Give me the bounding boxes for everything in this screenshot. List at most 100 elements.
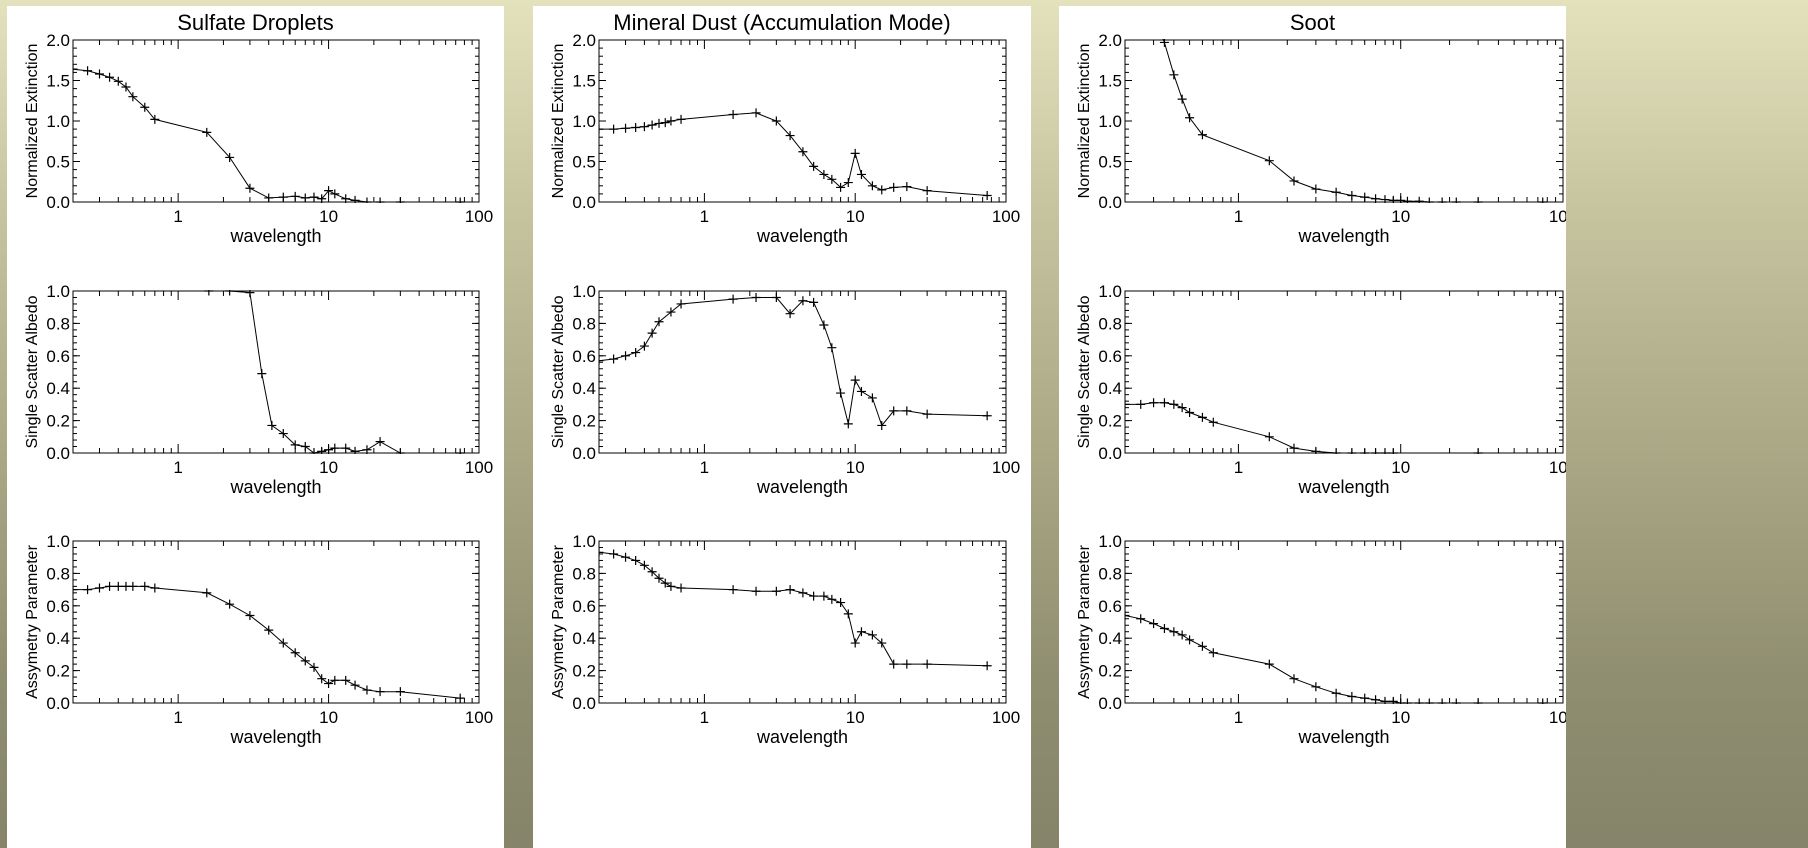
data-point	[1347, 191, 1357, 201]
data-point	[1360, 192, 1370, 202]
x-tick-label: 1	[1234, 708, 1243, 727]
data-point	[1473, 448, 1483, 454]
y-axis-label: Single Scatter Albedo	[1076, 295, 1093, 448]
plot-frame	[1124, 540, 1564, 704]
data-point	[245, 183, 255, 193]
data-point	[819, 591, 829, 601]
data-point	[330, 189, 340, 199]
y-axis-label: Single Scatter Albedo	[550, 295, 567, 448]
x-axis-label: wavelength	[756, 477, 848, 497]
y-axis-label: Single Scatter Albedo	[24, 295, 41, 448]
data-point	[1177, 630, 1187, 640]
panel-title: Sulfate Droplets	[177, 10, 334, 35]
data-point	[290, 440, 300, 450]
data-point	[1136, 399, 1146, 409]
data-point	[1371, 448, 1381, 454]
y-tick-label: 2.0	[1098, 31, 1122, 50]
series-line	[1162, 39, 1543, 203]
data-point	[631, 348, 641, 358]
data-point	[785, 309, 795, 319]
data-point	[350, 446, 360, 454]
data-point	[660, 578, 670, 588]
x-tick-label: 10	[319, 458, 338, 477]
data-point	[1208, 417, 1218, 427]
y-tick-label: 0.4	[46, 379, 70, 398]
y-tick-label: 0.6	[572, 347, 596, 366]
data-point	[341, 675, 351, 685]
data-point	[639, 341, 649, 351]
series-line	[73, 68, 461, 203]
data-point	[1311, 446, 1321, 454]
subplot: 0.0 0.2 0.4 0.6 0.8 1.0 1 10 100 wavelength Assyme…	[1076, 532, 1566, 747]
data-point	[1473, 698, 1483, 704]
data-point	[827, 343, 837, 353]
data-point	[877, 185, 887, 195]
data-point	[140, 102, 150, 112]
data-point	[317, 674, 327, 684]
subplot: 0.0 0.5 1.0 1.5 2.0 1 10 100 wavelength Normalize…	[24, 31, 493, 246]
data-point	[341, 194, 351, 203]
data-point	[1371, 695, 1381, 704]
data-point	[639, 560, 649, 570]
x-tick-label: 10	[1391, 458, 1410, 477]
series-line	[599, 297, 988, 427]
data-point	[1371, 194, 1381, 203]
x-tick-label: 100	[465, 458, 493, 477]
data-point	[395, 448, 405, 454]
data-point	[599, 356, 604, 366]
data-point	[621, 552, 631, 562]
data-point	[654, 573, 664, 583]
y-tick-label: 1.0	[572, 112, 596, 131]
series	[599, 108, 992, 201]
data-point	[856, 627, 866, 637]
y-tick-label: 1.5	[1098, 72, 1122, 91]
data-point	[73, 64, 78, 74]
data-point	[867, 181, 877, 191]
data-point	[819, 320, 829, 330]
data-point	[850, 375, 860, 385]
x-tick-label: 1	[700, 708, 709, 727]
data-point	[1208, 648, 1218, 658]
data-point	[1149, 398, 1159, 408]
data-point	[1414, 698, 1424, 704]
data-point	[647, 567, 657, 577]
y-tick-label: 0.0	[572, 444, 596, 463]
data-point	[1347, 448, 1357, 454]
data-point	[609, 354, 619, 364]
x-tick-label: 100	[465, 207, 493, 226]
data-point	[362, 197, 372, 203]
y-axis-label: Normalized Extinction	[24, 44, 41, 199]
y-tick-label: 0.4	[572, 629, 596, 648]
data-point	[922, 186, 932, 196]
y-tick-label: 0.8	[572, 314, 596, 333]
x-tick-label: 100	[992, 708, 1020, 727]
y-tick-label: 0.6	[46, 597, 70, 616]
data-point	[867, 393, 877, 403]
y-tick-label: 0.0	[46, 193, 70, 212]
data-point	[621, 123, 631, 133]
data-point	[140, 581, 150, 591]
y-axis-label: Assymetry Parameter	[550, 544, 567, 698]
y-tick-label: 1.0	[572, 282, 596, 301]
data-point	[1185, 408, 1195, 417]
data-point	[1424, 197, 1434, 203]
subplot: 0.0 0.2 0.4 0.6 0.8 1.0 1 10 100 wavelength Single…	[24, 282, 493, 497]
data-point	[1125, 399, 1130, 409]
data-point	[647, 120, 657, 130]
data-point	[1331, 688, 1341, 698]
data-point	[264, 193, 274, 203]
data-point	[245, 611, 255, 621]
y-tick-label: 0.0	[572, 193, 596, 212]
y-tick-label: 0.2	[572, 662, 596, 681]
y-axis-label: Assymetry Parameter	[1076, 544, 1093, 698]
x-tick-label: 100	[992, 458, 1020, 477]
data-point	[609, 124, 619, 134]
data-point	[341, 443, 351, 453]
data-point	[362, 445, 372, 454]
data-point	[1380, 195, 1390, 203]
data-point	[836, 598, 846, 608]
data-point	[350, 680, 360, 690]
data-point	[889, 406, 899, 416]
data-point	[660, 118, 670, 128]
y-tick-label: 0.0	[1098, 193, 1122, 212]
